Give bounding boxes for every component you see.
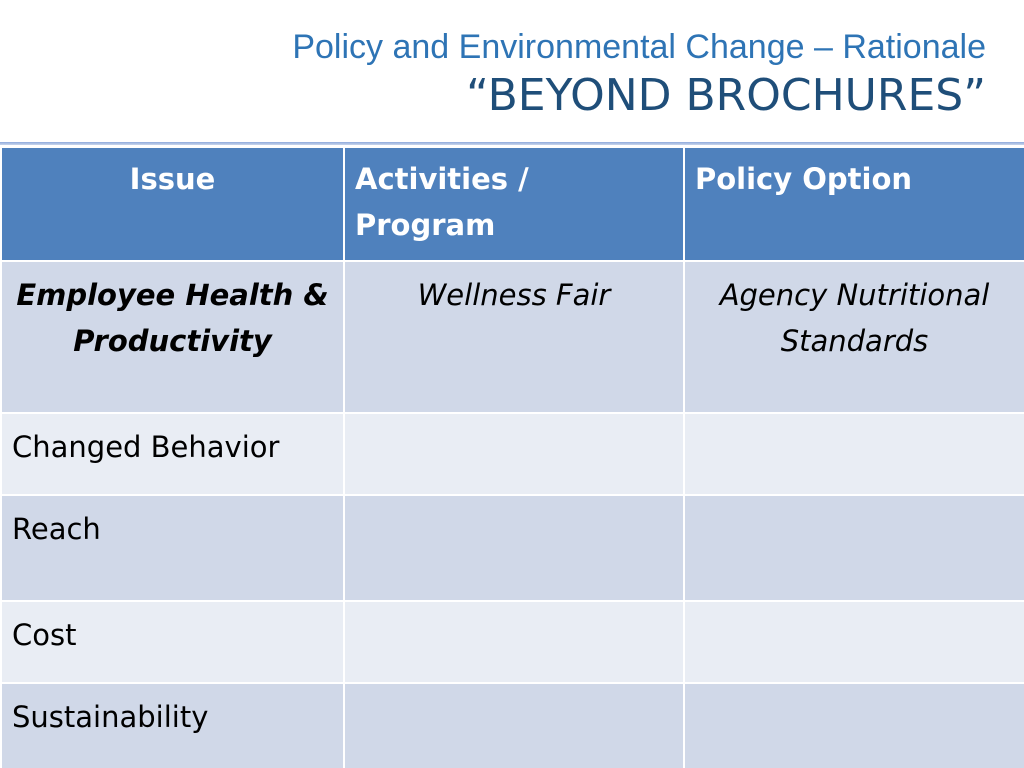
- table-row: Employee Health & Productivity Wellness …: [0, 260, 1024, 414]
- row-activity-cell: [343, 682, 685, 768]
- row-policy-cell: [683, 494, 1024, 602]
- row-policy-cell: [683, 600, 1024, 684]
- row-policy-cell: Agency Nutritional Standards: [683, 260, 1024, 414]
- row-activity-cell: [343, 494, 685, 602]
- rationale-table: Issue Activities / Program Policy Option…: [0, 146, 1024, 768]
- header-activities-program: Activities / Program: [343, 146, 685, 262]
- row-activity-cell: Wellness Fair: [343, 260, 685, 414]
- row-issue-cell: Sustainability: [0, 682, 345, 768]
- row-activity-cell: [343, 600, 685, 684]
- table-row: Reach: [0, 494, 1024, 602]
- title-divider: [0, 142, 1024, 145]
- header-issue: Issue: [0, 146, 345, 262]
- row-issue-cell: Reach: [0, 494, 345, 602]
- title-line-2: “BEYOND BROCHURES”: [466, 70, 986, 121]
- slide-title: Policy and Environmental Change – Ration…: [292, 24, 986, 122]
- table-row: Sustainability: [0, 682, 1024, 768]
- table-row: Cost: [0, 600, 1024, 684]
- table-row: Changed Behavior: [0, 412, 1024, 496]
- row-issue-cell: Changed Behavior: [0, 412, 345, 496]
- title-line-1: Policy and Environmental Change – Ration…: [292, 28, 986, 66]
- row-activity-cell: [343, 412, 685, 496]
- row-issue-cell: Employee Health & Productivity: [0, 260, 345, 414]
- row-policy-cell: [683, 412, 1024, 496]
- header-policy-option: Policy Option: [683, 146, 1024, 262]
- row-issue-cell: Cost: [0, 600, 345, 684]
- table-header-row: Issue Activities / Program Policy Option: [0, 146, 1024, 262]
- row-policy-cell: [683, 682, 1024, 768]
